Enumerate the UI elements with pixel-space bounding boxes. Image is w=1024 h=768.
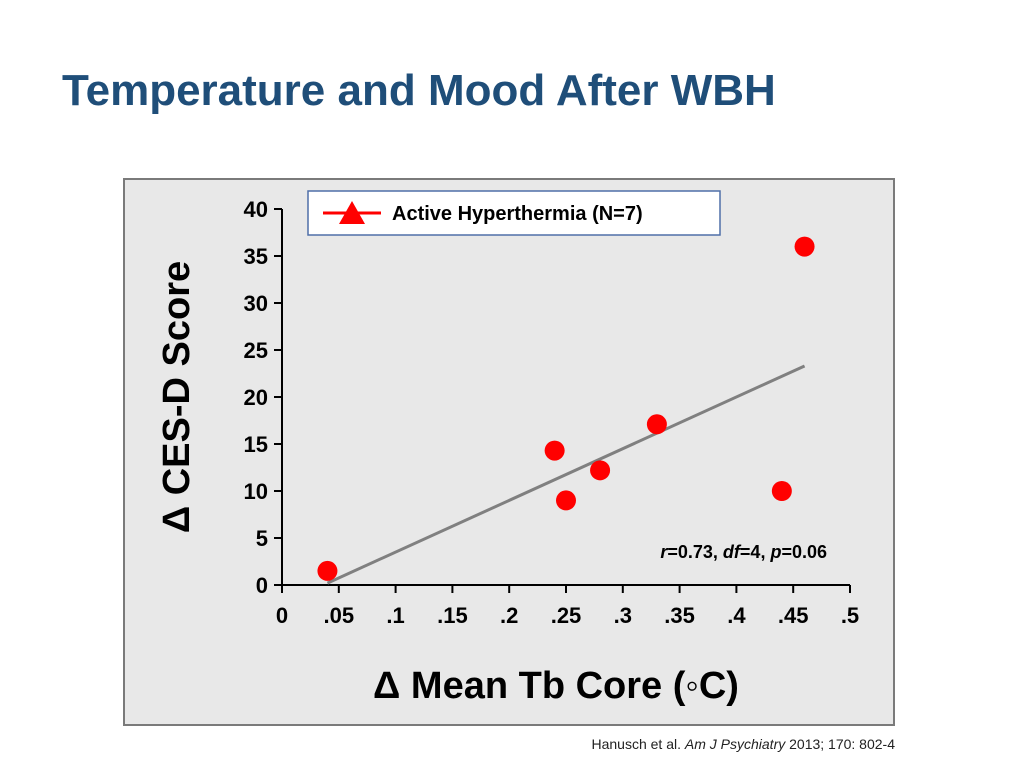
data-point — [794, 236, 815, 257]
stats-annotation-part: p — [769, 542, 781, 562]
trendline — [326, 364, 806, 585]
y-tick-label: 25 — [244, 338, 268, 363]
data-point — [771, 481, 792, 501]
y-tick-label: 30 — [244, 291, 268, 316]
stats-annotation-part: df — [723, 542, 742, 562]
x-tick-label: .45 — [778, 603, 809, 628]
x-tick-label: 0 — [276, 603, 288, 628]
x-tick-label: .1 — [386, 603, 404, 628]
y-tick-label: 5 — [256, 526, 268, 551]
citation-journal: Am J Psychiatry — [684, 736, 786, 752]
x-tick-label: .3 — [614, 603, 632, 628]
stats-annotation: r=0.73, df=4, p=0.06 — [660, 542, 827, 562]
x-tick-label: .4 — [727, 603, 746, 628]
y-tick-label: 15 — [244, 432, 268, 457]
y-tick-label: 20 — [244, 385, 268, 410]
x-tick-label: .15 — [437, 603, 468, 628]
y-axis-title: Δ CES-D Score — [156, 261, 198, 533]
x-tick-label: .05 — [324, 603, 355, 628]
legend: Active Hyperthermia (N=7) — [307, 190, 721, 236]
citation-details: 2013; 170: 802-4 — [785, 736, 895, 752]
data-point — [317, 560, 338, 581]
stats-annotation-part: r — [660, 542, 668, 562]
legend-triangle-marker — [339, 201, 365, 224]
chart-panel: 0 5 10 15 20 25 30 35 40 0 .05 .1 .15 .2 .25 .3 .35 .4 .45… — [123, 178, 895, 726]
data-point — [646, 414, 667, 435]
legend-label: Active Hyperthermia (N=7) — [392, 203, 643, 225]
y-tick-label: 10 — [244, 479, 268, 504]
data-point — [544, 440, 565, 461]
axes: 0 5 10 15 20 25 30 35 40 0 .05 .1 .15 .2 .25 .3 .35 .4 .45… — [244, 197, 860, 628]
slide-title: Temperature and Mood After WBH — [62, 66, 776, 115]
scatter-chart: 0 5 10 15 20 25 30 35 40 0 .05 .1 .15 .2 .25 .3 .35 .4 .45… — [156, 190, 860, 707]
x-tick-label: .25 — [551, 603, 582, 628]
data-point — [556, 490, 576, 511]
x-tick-label: .5 — [841, 603, 859, 628]
stats-annotation-part: =0.06 — [781, 542, 827, 562]
data-point — [590, 460, 611, 481]
stats-annotation-part: =4, — [740, 542, 771, 562]
stats-annotation-part: =0.73, — [667, 542, 723, 562]
citation-authors: Hanusch et al. — [591, 736, 685, 752]
x-axis-title: Δ Mean Tb Core (◦C) — [373, 665, 739, 707]
y-tick-label: 35 — [244, 244, 268, 269]
trendline-layer — [326, 364, 806, 585]
data-points — [317, 236, 815, 581]
x-tick-label: .35 — [664, 603, 695, 628]
y-tick-label: 40 — [244, 197, 268, 222]
x-tick-label: .2 — [500, 603, 518, 628]
y-tick-label: 0 — [256, 573, 268, 598]
citation: Hanusch et al. Am J Psychiatry 2013; 170… — [0, 736, 895, 752]
